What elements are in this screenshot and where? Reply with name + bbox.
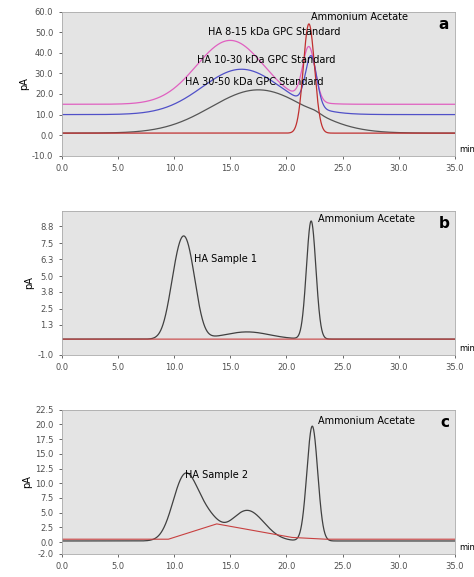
Y-axis label: pA: pA [22,475,32,488]
Y-axis label: pA: pA [24,276,35,289]
Text: min: min [459,344,474,353]
Text: HA 8-15 kDa GPC Standard: HA 8-15 kDa GPC Standard [208,27,340,38]
Text: Ammonium Acetate: Ammonium Acetate [318,213,415,224]
Text: HA Sample 1: HA Sample 1 [194,254,257,264]
Text: Ammonium Acetate: Ammonium Acetate [318,415,415,426]
Text: min: min [459,145,474,155]
Text: Ammonium Acetate: Ammonium Acetate [311,12,408,22]
Text: c: c [440,415,449,430]
Text: b: b [438,216,449,231]
Y-axis label: pA: pA [19,77,29,90]
Text: HA Sample 2: HA Sample 2 [185,470,248,480]
Text: HA 10-30 kDa GPC Standard: HA 10-30 kDa GPC Standard [197,55,335,65]
Text: min: min [459,544,474,553]
Text: HA 30-50 kDa GPC Standard: HA 30-50 kDa GPC Standard [185,77,324,87]
Text: a: a [439,17,449,32]
